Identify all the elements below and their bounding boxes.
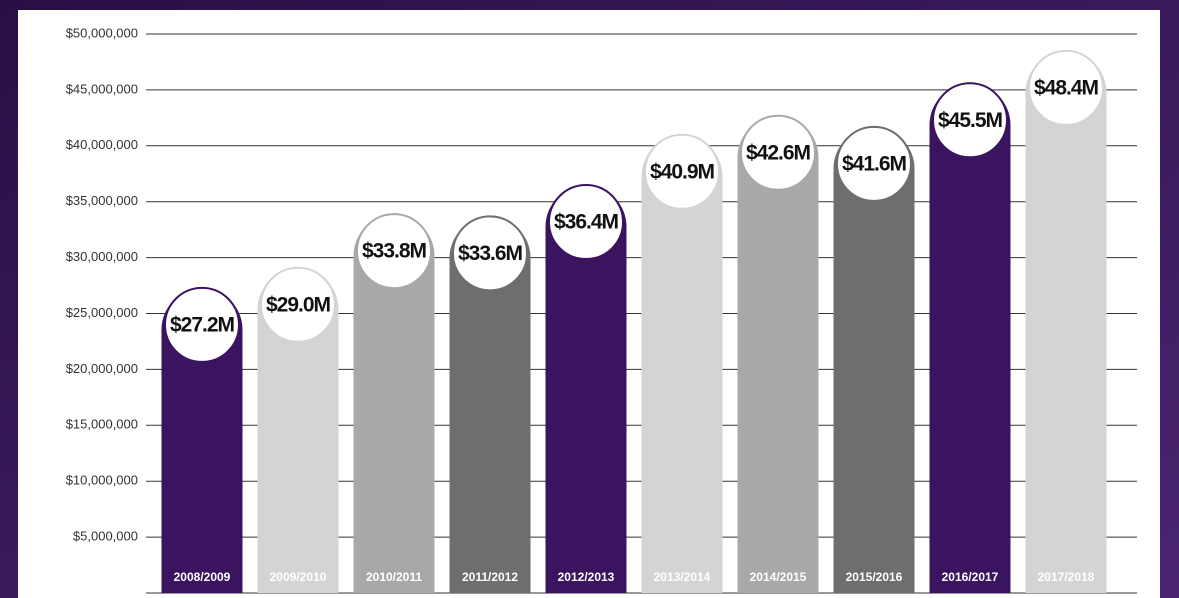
value-label: $33.8M bbox=[362, 240, 427, 263]
value-badge bbox=[356, 213, 432, 290]
value-badge bbox=[260, 266, 336, 343]
value-badge bbox=[644, 133, 720, 210]
y-tick-label: $30,000,000 bbox=[66, 249, 138, 264]
bar bbox=[545, 186, 627, 593]
y-tick-label: $15,000,000 bbox=[66, 417, 138, 432]
y-tick-label: $5,000,000 bbox=[73, 529, 138, 544]
y-tick-label: $45,000,000 bbox=[66, 81, 138, 96]
value-label: $42.6M bbox=[746, 141, 811, 164]
value-label: $40.9M bbox=[650, 160, 715, 183]
bar bbox=[1025, 51, 1107, 593]
bar bbox=[161, 288, 243, 593]
x-tick-label: 2012/2013 bbox=[558, 570, 615, 584]
x-tick-label: 2017/2018 bbox=[1038, 570, 1095, 584]
value-label: $29.0M bbox=[266, 293, 331, 316]
value-label: $33.6M bbox=[458, 242, 523, 265]
value-label: $36.4M bbox=[554, 211, 619, 234]
value-label: $48.4M bbox=[1034, 76, 1099, 99]
x-tick-label: 2009/2010 bbox=[270, 570, 327, 584]
bar bbox=[449, 217, 531, 593]
value-label: $41.6M bbox=[842, 152, 907, 175]
value-badge bbox=[836, 125, 912, 202]
y-tick-label: $20,000,000 bbox=[66, 361, 138, 376]
bar bbox=[929, 84, 1011, 594]
bar bbox=[833, 127, 915, 594]
y-tick-label: $25,000,000 bbox=[66, 305, 138, 320]
x-tick-label: 2015/2016 bbox=[846, 570, 903, 584]
x-tick-label: 2013/2014 bbox=[654, 570, 711, 584]
x-tick-label: 2011/2012 bbox=[462, 570, 518, 584]
bar bbox=[353, 215, 435, 593]
y-tick-label: $35,000,000 bbox=[66, 193, 138, 208]
value-badge bbox=[548, 184, 624, 261]
x-tick-label: 2010/2011 bbox=[366, 570, 422, 584]
value-label: $27.2M bbox=[170, 313, 235, 336]
bar bbox=[641, 135, 723, 593]
y-tick-label: $10,000,000 bbox=[66, 473, 138, 488]
bar bbox=[257, 268, 339, 593]
value-badge bbox=[1028, 49, 1104, 126]
value-badge bbox=[740, 114, 816, 191]
value-badge bbox=[164, 286, 240, 363]
y-tick-label: $50,000,000 bbox=[66, 25, 138, 40]
value-badge bbox=[452, 215, 528, 292]
bar bbox=[737, 116, 819, 593]
x-tick-label: 2008/2009 bbox=[174, 570, 231, 584]
x-tick-label: 2014/2015 bbox=[750, 570, 807, 584]
x-tick-label: 2016/2017 bbox=[942, 570, 999, 584]
value-label: $45.5M bbox=[938, 109, 1003, 132]
value-badge bbox=[932, 82, 1008, 159]
y-tick-label: $40,000,000 bbox=[66, 137, 138, 152]
